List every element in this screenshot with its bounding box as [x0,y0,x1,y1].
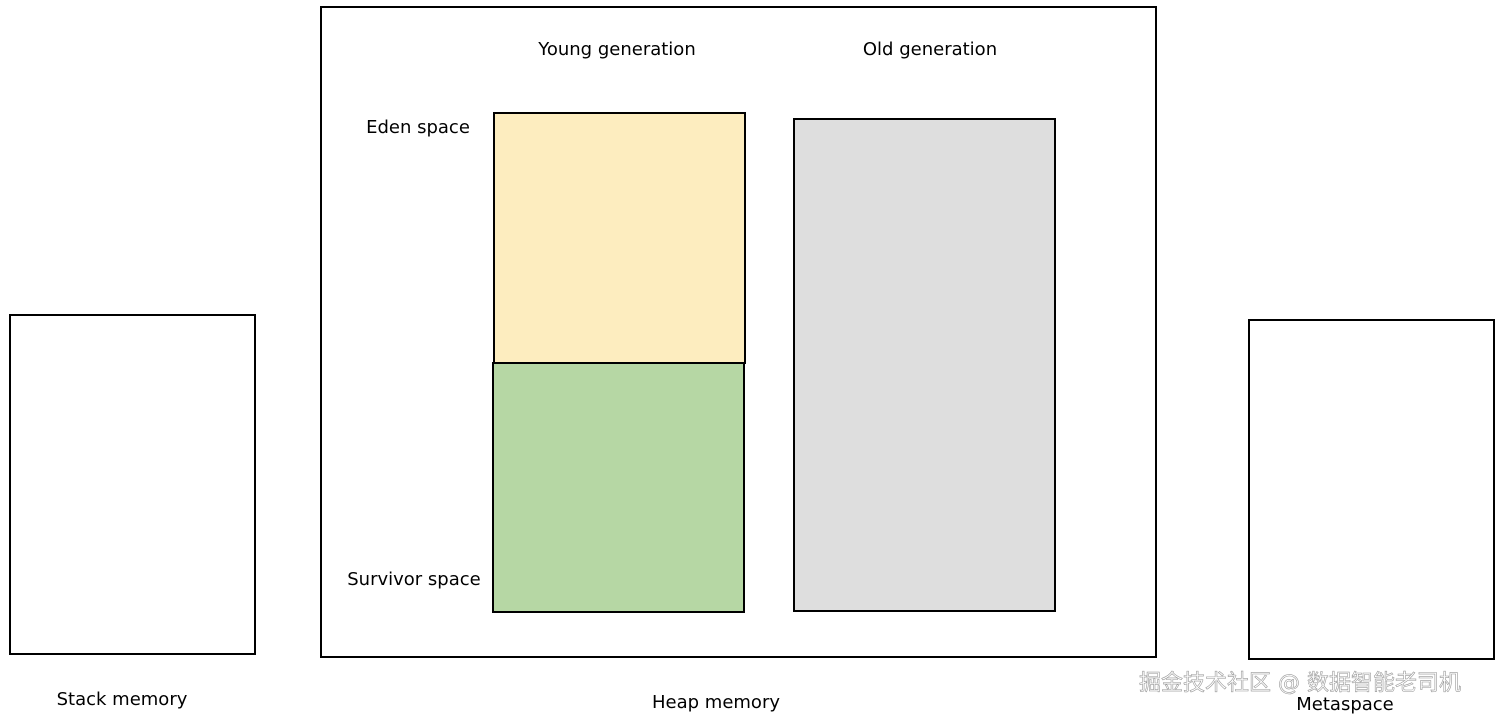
survivor-label: Survivor space [347,569,480,590]
old-label: Old generation [863,39,997,60]
survivor-box [492,362,745,613]
metaspace-box [1248,319,1495,660]
old-box [793,118,1056,612]
young-label: Young generation [537,39,695,60]
heap-label: Heap memory [652,692,780,713]
eden-box [493,112,746,364]
eden-label: Eden space [366,117,470,138]
stack-box [9,314,256,655]
metaspace-label: Metaspace [1296,694,1394,715]
stack-label: Stack memory [57,689,188,710]
watermark: 掘金技术社区 @ 数据智能老司机 [1139,671,1461,696]
